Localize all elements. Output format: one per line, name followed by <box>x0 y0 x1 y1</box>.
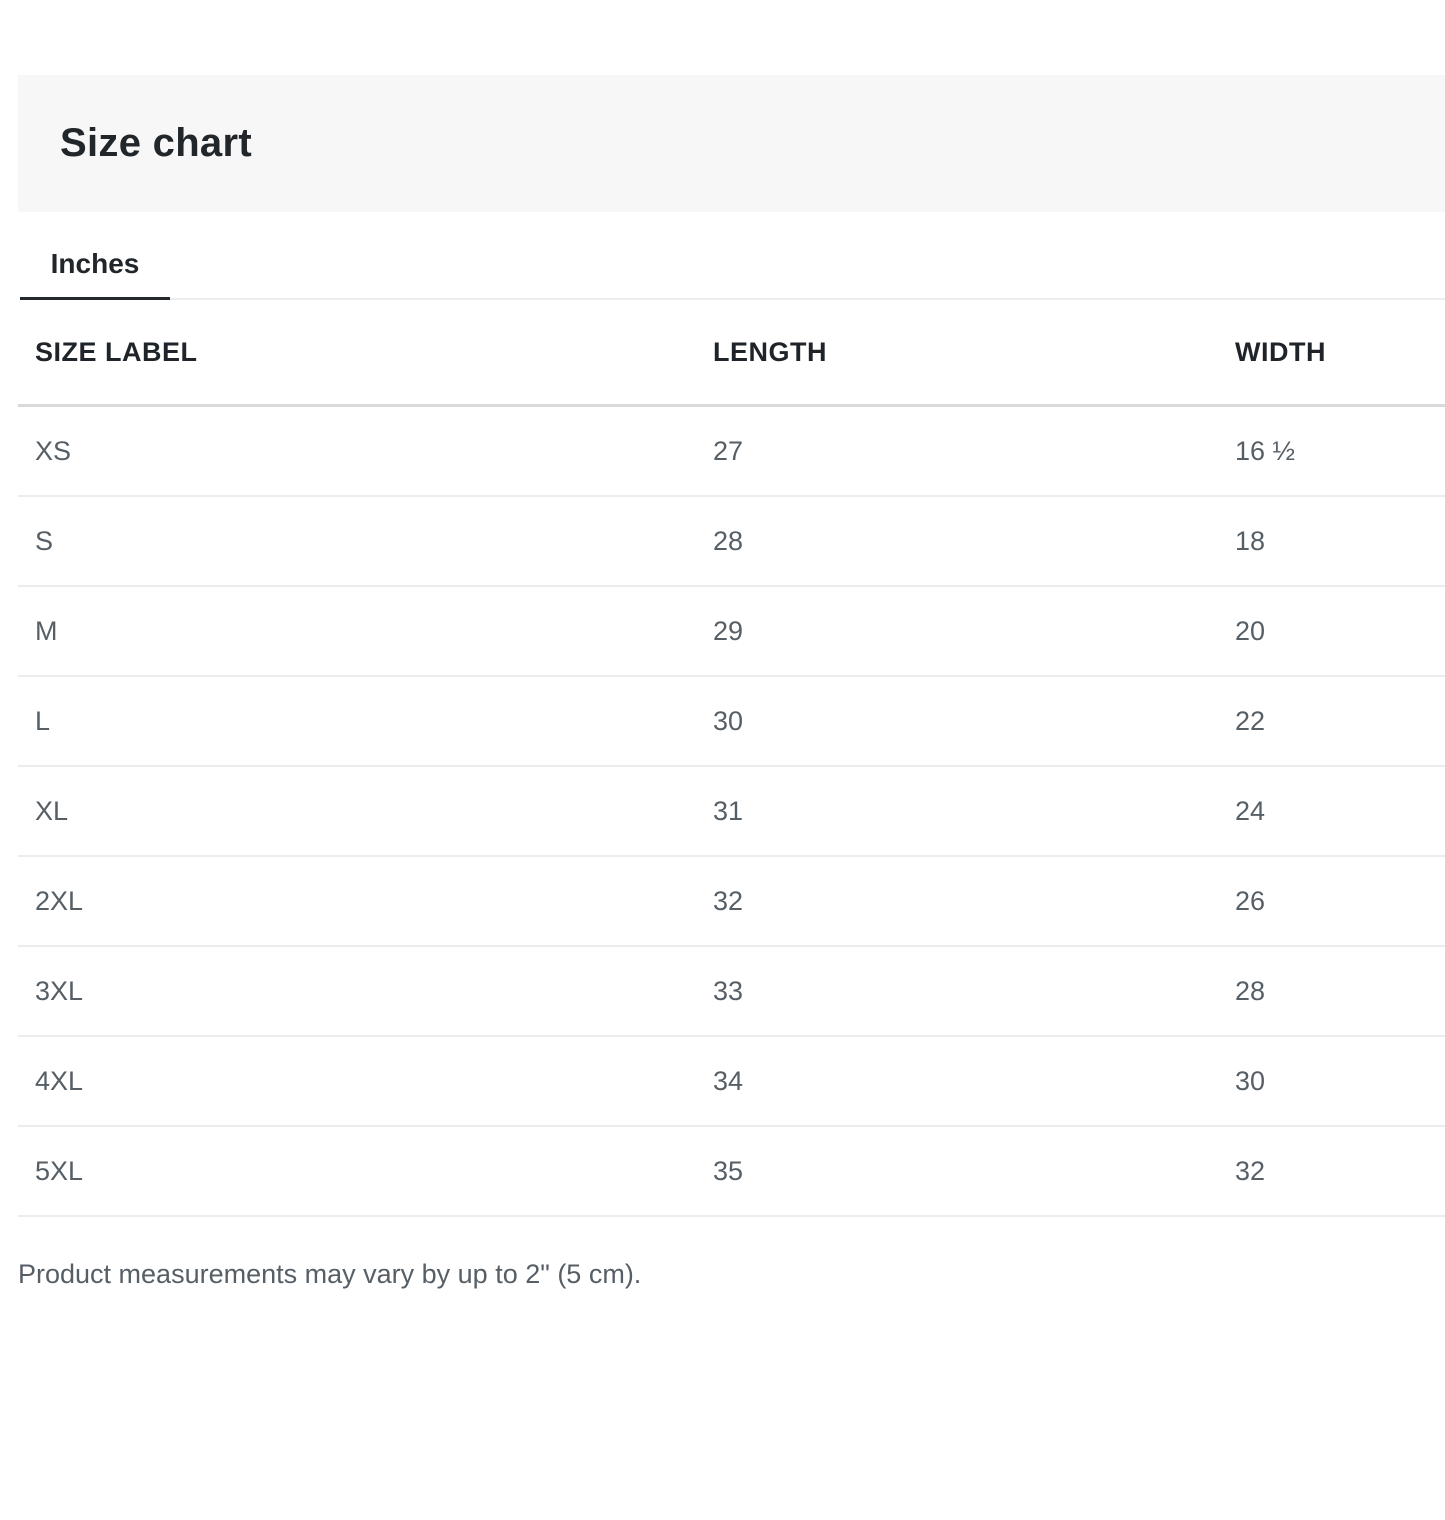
tab-inches[interactable]: Inches <box>20 238 170 300</box>
size-label-cell: 5XL <box>18 1126 713 1217</box>
length-cell: 34 <box>713 1036 1235 1127</box>
table-row: 5XL 35 32 <box>18 1126 1445 1217</box>
width-cell: 32 <box>1235 1126 1445 1217</box>
length-cell: 32 <box>713 856 1235 947</box>
size-table-header: SIZE LABEL LENGTH WIDTH <box>18 300 1445 407</box>
table-row: XS 27 16 ½ <box>18 405 1445 497</box>
length-cell: 35 <box>713 1126 1235 1217</box>
size-chart-table: SIZE LABEL LENGTH WIDTH XS 27 16 ½ S 28 … <box>18 300 1445 1217</box>
column-header-size-label: SIZE LABEL <box>18 300 713 407</box>
table-row: 3XL 33 28 <box>18 946 1445 1037</box>
column-header-length: LENGTH <box>713 300 1235 407</box>
length-cell: 33 <box>713 946 1235 1037</box>
width-cell: 28 <box>1235 946 1445 1037</box>
table-row: 2XL 32 26 <box>18 856 1445 947</box>
length-cell: 30 <box>713 676 1235 767</box>
table-row: M 29 20 <box>18 586 1445 677</box>
table-row: XL 31 24 <box>18 766 1445 857</box>
page-title: Size chart <box>60 121 252 165</box>
size-label-cell: M <box>18 586 713 677</box>
width-cell: 24 <box>1235 766 1445 857</box>
table-row: L 30 22 <box>18 676 1445 767</box>
size-label-cell: 4XL <box>18 1036 713 1127</box>
size-table-body: XS 27 16 ½ S 28 18 M 29 20 L 30 22 XL 31… <box>18 405 1445 1217</box>
measurement-disclaimer: Product measurements may vary by up to 2… <box>18 1259 642 1289</box>
size-label-cell: XL <box>18 766 713 857</box>
length-cell: 27 <box>713 405 1235 497</box>
length-cell: 31 <box>713 766 1235 857</box>
width-cell: 16 ½ <box>1235 405 1445 497</box>
length-cell: 28 <box>713 496 1235 587</box>
size-label-cell: S <box>18 496 713 587</box>
unit-tabs: Inches <box>20 238 1445 300</box>
width-cell: 30 <box>1235 1036 1445 1127</box>
table-row: S 28 18 <box>18 496 1445 587</box>
header-row: SIZE LABEL LENGTH WIDTH <box>18 300 1445 407</box>
size-label-cell: L <box>18 676 713 767</box>
width-cell: 22 <box>1235 676 1445 767</box>
table-row: 4XL 34 30 <box>18 1036 1445 1127</box>
width-cell: 20 <box>1235 586 1445 677</box>
width-cell: 18 <box>1235 496 1445 587</box>
width-cell: 26 <box>1235 856 1445 947</box>
column-header-width: WIDTH <box>1235 300 1445 407</box>
length-cell: 29 <box>713 586 1235 677</box>
size-label-cell: 3XL <box>18 946 713 1037</box>
size-chart-header-band: Size chart <box>18 75 1445 212</box>
size-label-cell: 2XL <box>18 856 713 947</box>
size-label-cell: XS <box>18 405 713 497</box>
